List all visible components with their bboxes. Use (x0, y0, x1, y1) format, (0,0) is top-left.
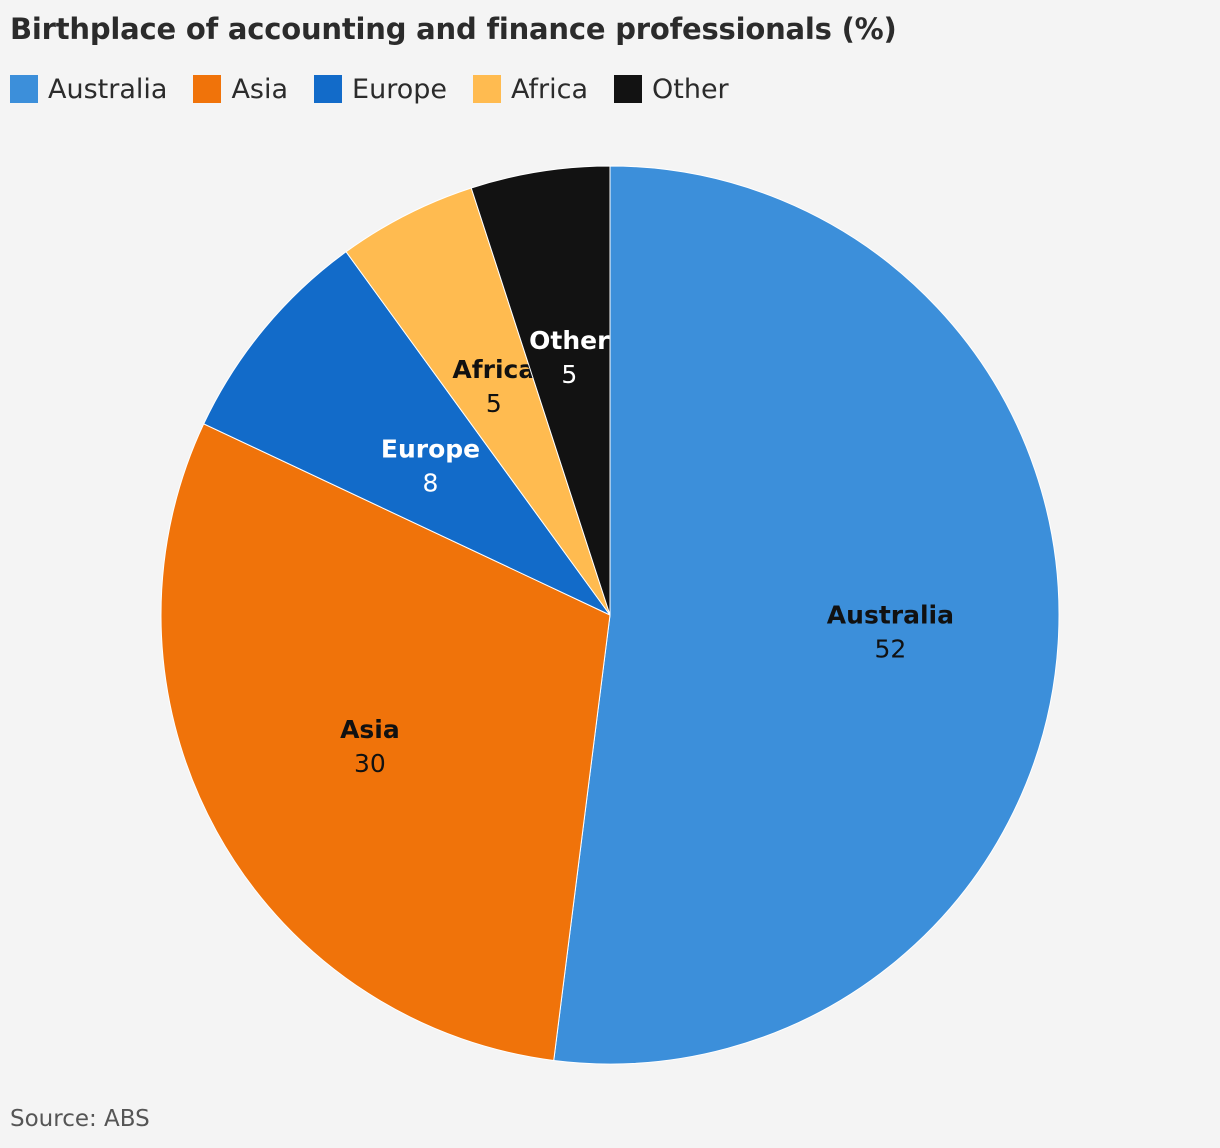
slice-label-africa: Africa (452, 355, 535, 384)
legend-swatch-asia (193, 75, 222, 103)
pie-slice-asia (160, 423, 611, 1062)
legend-swatch-other (614, 75, 642, 103)
slice-value-africa: 5 (486, 389, 502, 418)
chart-title: Birthplace of accounting and finance pro… (10, 12, 897, 46)
legend-label-australia: Australia (48, 73, 168, 105)
legend-label-europe: Europe (352, 73, 447, 105)
legend-item-australia: Australia (10, 74, 167, 105)
pie-slice-europe (203, 251, 611, 616)
slice-label-asia: Asia (340, 715, 400, 744)
slice-value-europe: 8 (423, 469, 439, 498)
legend-swatch-australia (10, 75, 38, 103)
slice-value-other: 5 (561, 360, 577, 389)
slice-label-other: Other (529, 326, 610, 355)
legend-item-europe: Europe (314, 74, 447, 105)
slice-value-australia: 52 (874, 635, 906, 664)
pie-slice-other (470, 165, 611, 616)
legend-swatch-europe (314, 75, 343, 103)
legend-swatch-africa (472, 75, 501, 103)
legend-item-other: Other (614, 74, 729, 105)
legend-label-africa: Africa (510, 73, 588, 105)
slice-value-asia: 30 (354, 749, 386, 778)
legend-item-africa: Africa (472, 73, 588, 105)
legend-label-asia: Asia (231, 73, 289, 105)
pie-slice-australia (553, 165, 1060, 1065)
slice-label-europe: Europe (381, 435, 480, 464)
legend: Australia Asia Europe Africa Other (10, 72, 755, 106)
source-note: Source: ABS (10, 1106, 150, 1132)
legend-item-asia: Asia (193, 74, 288, 105)
legend-label-other: Other (652, 73, 729, 105)
slice-label-australia: Australia (827, 601, 954, 630)
